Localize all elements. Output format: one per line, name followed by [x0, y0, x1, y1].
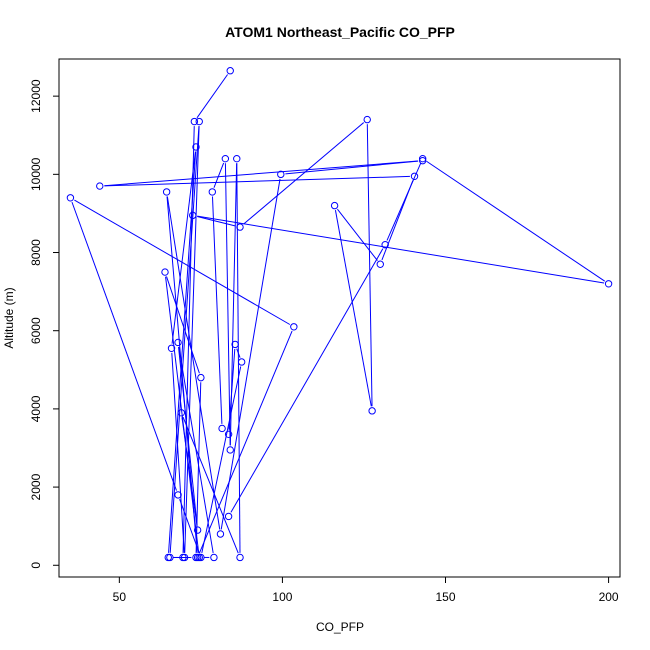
data-point — [231, 340, 239, 349]
data-point — [189, 211, 197, 220]
series-segment — [366, 124, 373, 407]
series-segment — [243, 122, 365, 225]
data-point — [363, 115, 371, 124]
series-segment — [224, 163, 231, 446]
series-segment — [181, 417, 198, 526]
data-point — [604, 280, 613, 288]
series-segment — [166, 196, 198, 553]
series-segment — [334, 210, 372, 407]
data-point — [226, 446, 234, 454]
series-segment — [198, 330, 293, 554]
chart-title: ATOM1 Northeast_Pacific CO_PFP — [225, 24, 455, 40]
series-lines — [71, 74, 606, 558]
series-segment — [230, 248, 384, 513]
series-segment — [169, 126, 200, 553]
x-axis-label: CO_PFP — [316, 620, 364, 634]
y-axis: 0 2000 4000 6000 8000 10000 12000 — [29, 79, 59, 569]
series-segment — [386, 162, 422, 241]
data-point — [167, 344, 176, 352]
x-tick-label: 100 — [272, 590, 292, 604]
data-point — [197, 373, 205, 382]
data-point — [192, 143, 200, 151]
series-segment — [196, 74, 228, 119]
series-points — [66, 67, 613, 562]
plot-frame — [58, 58, 621, 578]
series-segment — [236, 348, 241, 358]
series-segment — [182, 416, 239, 554]
series-segment — [213, 162, 225, 188]
series-segment — [74, 199, 291, 325]
y-axis-label: Altitude (m) — [2, 287, 16, 348]
x-tick-label: 50 — [113, 590, 127, 604]
data-point — [330, 201, 339, 210]
data-point — [224, 512, 233, 521]
data-point — [224, 430, 233, 439]
data-point — [381, 240, 389, 249]
data-point — [164, 553, 172, 562]
y-tick-label: 6000 — [29, 317, 43, 344]
data-point — [418, 154, 427, 163]
data-point — [233, 154, 241, 163]
series-segment — [201, 366, 242, 554]
data-point — [174, 491, 182, 499]
data-point — [221, 154, 230, 163]
data-point — [66, 194, 75, 202]
series-segment — [337, 208, 378, 261]
data-point — [190, 117, 199, 126]
series-segment — [166, 196, 221, 530]
series-segment — [104, 175, 410, 187]
series-segment — [197, 215, 605, 284]
data-point — [290, 323, 298, 331]
data-point — [162, 188, 171, 196]
series-segment — [166, 276, 200, 374]
data-point — [193, 526, 202, 534]
series-segment — [211, 196, 223, 424]
data-point — [174, 338, 182, 347]
data-point — [193, 553, 202, 562]
series-segment — [426, 160, 606, 282]
data-point — [236, 553, 244, 562]
data-point — [376, 260, 384, 268]
series-segment — [197, 215, 236, 227]
data-point — [197, 553, 205, 562]
y-tick-label: 4000 — [29, 395, 43, 422]
y-tick-label: 12000 — [29, 79, 43, 113]
y-tick-label: 2000 — [29, 473, 43, 500]
y-tick-label: 0 — [29, 562, 43, 569]
series-segment — [171, 352, 185, 553]
data-point — [236, 223, 244, 231]
data-point — [208, 188, 216, 196]
data-point — [368, 407, 376, 415]
data-point — [418, 156, 427, 165]
data-point — [180, 553, 189, 562]
data-point — [277, 170, 285, 179]
series-segment — [184, 126, 200, 553]
data-point — [410, 172, 419, 180]
data-point — [161, 268, 169, 276]
x-tick-label: 150 — [435, 590, 455, 604]
data-point — [177, 409, 186, 417]
series-segment — [220, 178, 281, 530]
y-tick-label: 8000 — [29, 239, 43, 266]
x-axis: 50 100 150 200 — [113, 577, 619, 604]
data-point — [226, 67, 234, 75]
data-point — [210, 553, 218, 562]
series-segment — [71, 201, 177, 491]
series-segment — [236, 163, 241, 553]
data-point — [96, 182, 104, 190]
y-tick-label: 10000 — [29, 157, 43, 191]
data-point — [195, 117, 203, 126]
data-point — [216, 530, 225, 538]
series-segment — [104, 160, 419, 187]
data-point — [237, 358, 246, 366]
data-point — [218, 424, 226, 433]
x-tick-label: 200 — [599, 590, 619, 604]
